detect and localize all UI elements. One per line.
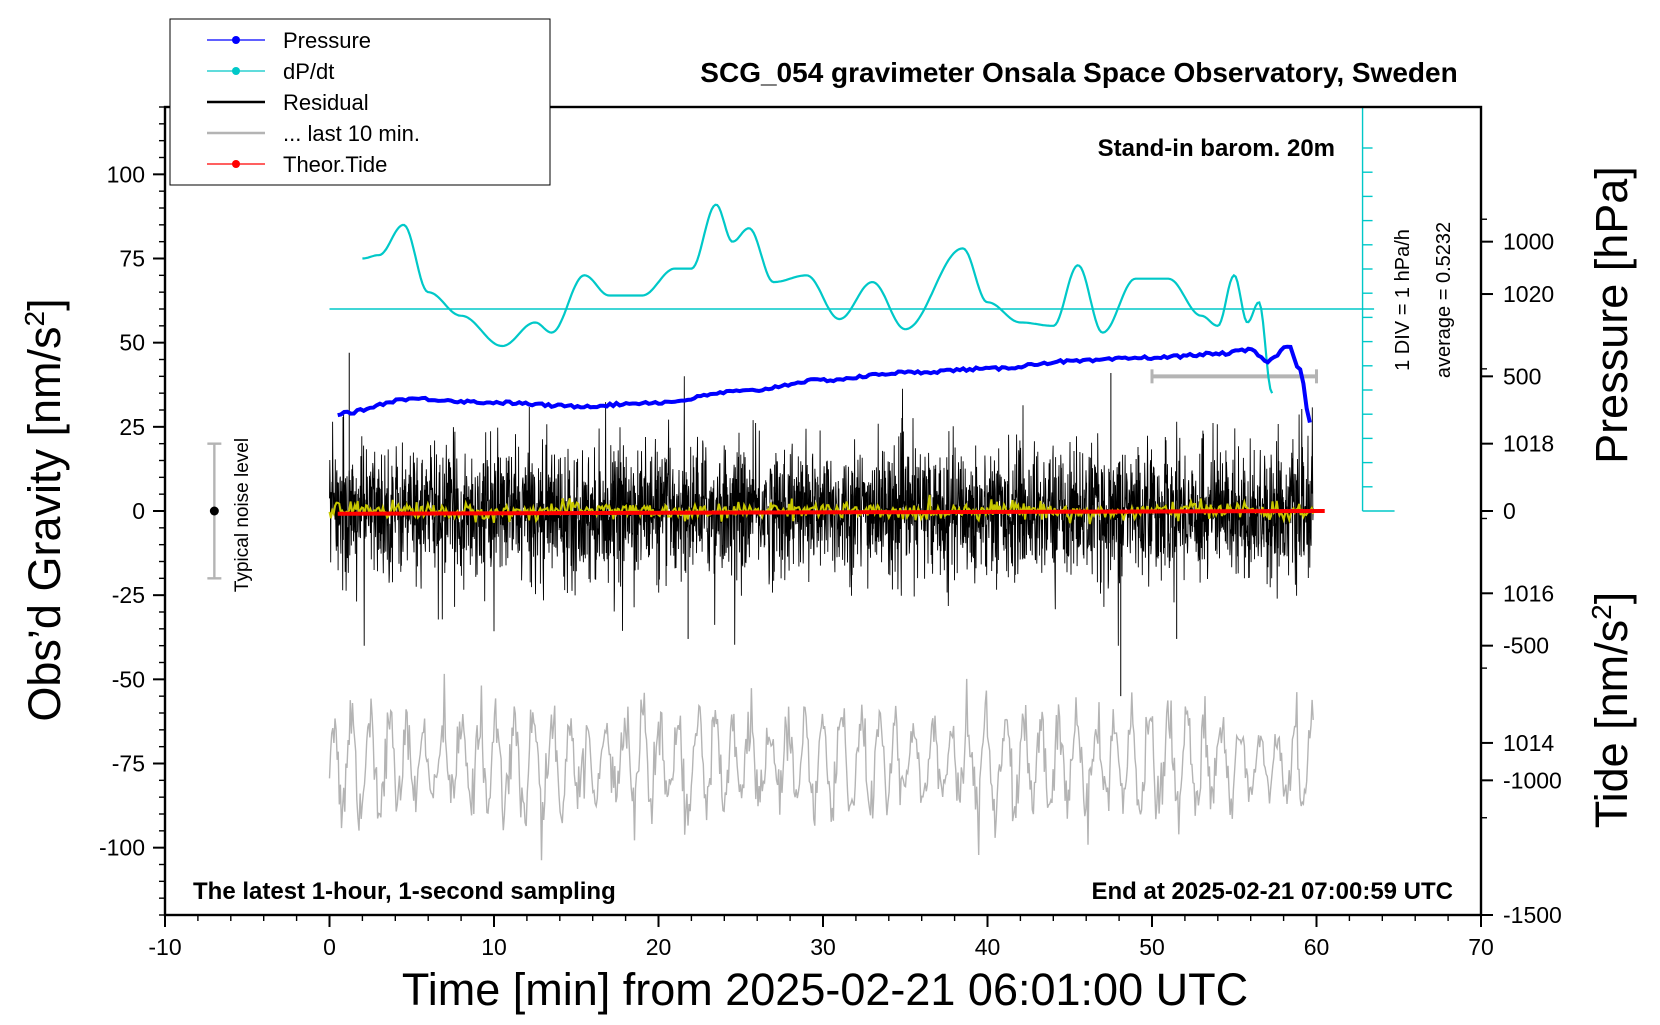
- tide-axis-title-main: Tide [nm/s: [1586, 620, 1637, 828]
- tide-tick-label: -1000: [1503, 767, 1562, 793]
- tide-axis-title-sup: 2: [1586, 604, 1617, 620]
- gravity-tick-label: 0: [132, 498, 145, 524]
- noise-level-label: Typical noise level: [232, 438, 253, 592]
- x-tick-label: 70: [1468, 934, 1494, 960]
- x-tick-label: 10: [481, 934, 507, 960]
- dpdt-line: [362, 203, 1274, 394]
- gravity-axis-title: Obs’d Gravity [nm/s2]: [19, 298, 70, 721]
- tide-tick-label: -1500: [1503, 902, 1562, 928]
- x-tick-label: 40: [975, 934, 1001, 960]
- x-tick-label: 60: [1304, 934, 1330, 960]
- pressure-tick-label: 1020: [1503, 281, 1554, 307]
- tide-tick-label: 1000: [1503, 229, 1554, 255]
- series-layer: [207, 107, 1395, 861]
- gravity-tick-label: -75: [112, 751, 145, 777]
- noise-level-dot: [209, 506, 219, 516]
- gravity-tick-label: 25: [119, 414, 145, 440]
- legend-item: Pressure: [207, 28, 371, 53]
- stand-in-note: Stand-in barom. 20m: [1098, 135, 1335, 162]
- x-axis-title: Time [min] from 2025-02-21 06:01:00 UTC: [402, 964, 1248, 1015]
- gravity-tick-label: 50: [119, 330, 145, 356]
- gravity-tick-label: -100: [99, 835, 145, 861]
- legend-label: Pressure: [283, 28, 371, 53]
- x-tick-label: 20: [646, 934, 672, 960]
- tide-tick-label: -500: [1503, 633, 1549, 659]
- gravity-tick-label: 100: [107, 161, 145, 187]
- x-tick-label: 30: [810, 934, 836, 960]
- tide-axis-ticks: 1000 500 0 -500 -1000 -1500: [1481, 229, 1562, 928]
- gravity-tick-label: -50: [112, 666, 145, 692]
- bottom-left-note: The latest 1-hour, 1-second sampling: [193, 878, 616, 905]
- pressure-axis-ticks: 1020 1018 1016 1014: [1481, 218, 1554, 819]
- pressure-tick-label: 1018: [1503, 431, 1554, 457]
- tide-axis-title: Tide [nm/s2]: [1586, 592, 1637, 828]
- gravity-axis-ticks: 100 75 50 25 0 -25 -50 -75 -100: [99, 106, 165, 916]
- bottom-right-note: End at 2025-02-21 07:00:59 UTC: [1092, 878, 1454, 905]
- pressure-tick-label: 1014: [1503, 730, 1554, 756]
- legend-label: Residual: [283, 90, 369, 115]
- legend-items: Pressure dP/dt Residual ... last 10 min. The…: [207, 28, 420, 177]
- x-tick-label: 0: [323, 934, 336, 960]
- legend-marker: [232, 67, 240, 75]
- gravity-tick-label: -25: [112, 582, 145, 608]
- last-10-min-line: [328, 673, 1314, 861]
- chart-title: SCG_054 gravimeter Onsala Space Observat…: [700, 57, 1457, 88]
- legend: Pressure dP/dt Residual ... last 10 min. The…: [169, 18, 551, 186]
- legend-label: dP/dt: [283, 59, 334, 84]
- x-tick-label: 50: [1139, 934, 1165, 960]
- tide-tick-label: 500: [1503, 363, 1541, 389]
- tide-axis-title-close: ]: [1586, 592, 1637, 605]
- tide-tick-label: 0: [1503, 498, 1516, 524]
- gravity-tick-label: 75: [119, 246, 145, 272]
- legend-item: ... last 10 min.: [207, 121, 420, 146]
- legend-item: Residual: [207, 90, 369, 115]
- legend-marker: [232, 160, 240, 168]
- x-axis-ticks: -10 0 10 20 30 40 50 60 70: [148, 915, 1494, 960]
- gravity-axis-title-main: Obs’d Gravity [nm/s: [19, 327, 70, 722]
- dpdt-scale-note: 1 DIV = 1 hPa/h: [1392, 229, 1414, 371]
- pressure-tick-label: 1016: [1503, 580, 1554, 606]
- x-tick-label: -10: [148, 934, 181, 960]
- pressure-line: [337, 344, 1312, 424]
- legend-label: Theor.Tide: [283, 152, 387, 177]
- gravity-axis-title-sup: 2: [19, 311, 50, 327]
- legend-marker: [232, 36, 240, 44]
- legend-label: ... last 10 min.: [283, 121, 420, 146]
- dpdt-average-note: average = 0.5232: [1433, 222, 1455, 378]
- legend-item: dP/dt: [207, 59, 334, 84]
- legend-item: Theor.Tide: [207, 152, 387, 177]
- gravity-axis-title-close: ]: [19, 298, 70, 311]
- theoretical-tide-line: [337, 509, 1325, 516]
- pressure-axis-title: Pressure [hPa]: [1586, 166, 1637, 464]
